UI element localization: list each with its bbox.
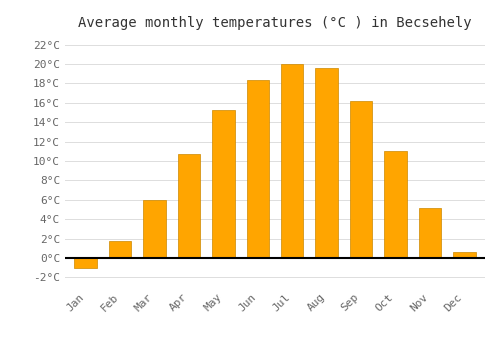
Bar <box>178 154 200 258</box>
Bar <box>281 64 303 258</box>
Bar <box>246 79 269 258</box>
Bar <box>316 68 338 258</box>
Bar <box>453 252 475 258</box>
Bar <box>350 101 372 258</box>
Bar <box>74 258 97 268</box>
Bar <box>212 110 234 258</box>
Bar <box>109 241 132 258</box>
Bar <box>144 200 166 258</box>
Title: Average monthly temperatures (°C ) in Becsehely: Average monthly temperatures (°C ) in Be… <box>78 16 472 30</box>
Bar <box>384 151 406 258</box>
Bar <box>418 208 441 258</box>
